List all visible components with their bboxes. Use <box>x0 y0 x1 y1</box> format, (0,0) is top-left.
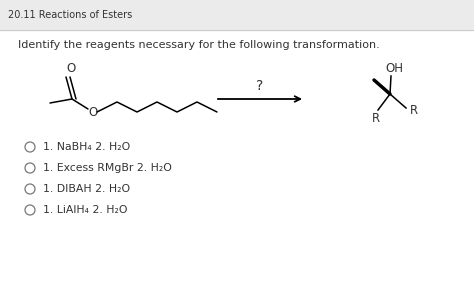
Text: R: R <box>372 111 380 124</box>
Text: R: R <box>410 105 418 118</box>
Text: 1. NaBH₄ 2. H₂O: 1. NaBH₄ 2. H₂O <box>43 142 130 152</box>
Text: O: O <box>88 105 98 119</box>
Circle shape <box>25 163 35 173</box>
Circle shape <box>25 205 35 215</box>
Bar <box>0 30 474 297</box>
Text: 1. Excess RMgBr 2. H₂O: 1. Excess RMgBr 2. H₂O <box>43 163 172 173</box>
Text: 1. LiAlH₄ 2. H₂O: 1. LiAlH₄ 2. H₂O <box>43 205 128 215</box>
Text: OH: OH <box>385 61 403 75</box>
Text: Identify the reagents necessary for the following transformation.: Identify the reagents necessary for the … <box>18 40 380 50</box>
Text: 20.11 Reactions of Esters: 20.11 Reactions of Esters <box>8 10 132 20</box>
Circle shape <box>25 184 35 194</box>
Bar <box>0 0 474 30</box>
Text: ?: ? <box>256 79 264 93</box>
Circle shape <box>25 142 35 152</box>
Text: O: O <box>66 62 76 75</box>
Text: 1. DIBAH 2. H₂O: 1. DIBAH 2. H₂O <box>43 184 130 194</box>
